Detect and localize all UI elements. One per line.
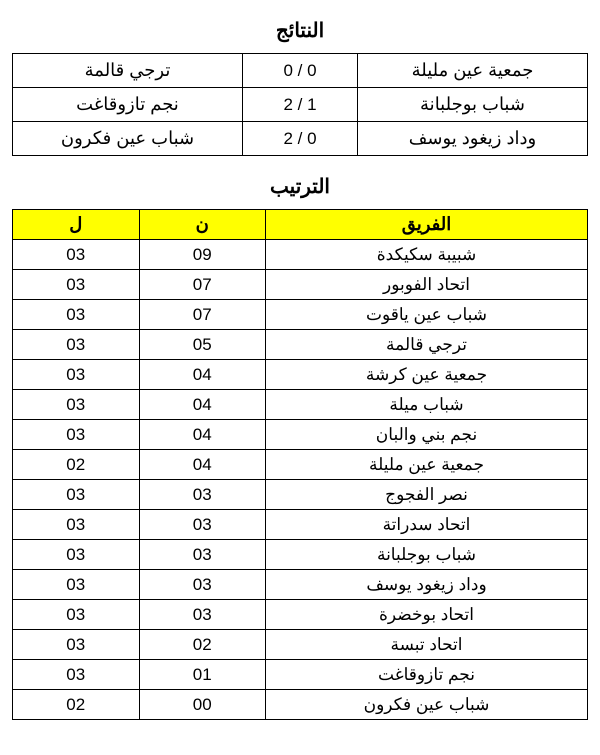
away-team: شباب عين فكرون (13, 122, 243, 156)
team-cell: شباب عين فكرون (266, 690, 588, 720)
l-cell: 03 (13, 660, 140, 690)
n-cell: 04 (139, 450, 266, 480)
standings-row: شباب عين فكرون 00 02 (13, 690, 588, 720)
standings-row: وداد زيغود يوسف 03 03 (13, 570, 588, 600)
n-cell: 03 (139, 540, 266, 570)
team-cell: شباب عين ياقوت (266, 300, 588, 330)
team-cell: جمعية عين مليلة (266, 450, 588, 480)
n-cell: 07 (139, 270, 266, 300)
n-cell: 04 (139, 390, 266, 420)
l-cell: 03 (13, 300, 140, 330)
standings-row: اتحاد بوخضرة 03 03 (13, 600, 588, 630)
results-row: وداد زيغود يوسف 2 / 0 شباب عين فكرون (13, 122, 588, 156)
n-cell: 05 (139, 330, 266, 360)
home-team: جمعية عين مليلة (358, 54, 588, 88)
team-cell: جمعية عين كرشة (266, 360, 588, 390)
n-cell: 01 (139, 660, 266, 690)
score: 0 / 0 (243, 54, 358, 88)
l-cell: 03 (13, 540, 140, 570)
results-row: جمعية عين مليلة 0 / 0 ترجي قالمة (13, 54, 588, 88)
team-cell: وداد زيغود يوسف (266, 570, 588, 600)
score: 2 / 1 (243, 88, 358, 122)
team-cell: نجم بني والبان (266, 420, 588, 450)
n-cell: 02 (139, 630, 266, 660)
away-team: ترجي قالمة (13, 54, 243, 88)
l-cell: 03 (13, 390, 140, 420)
l-cell: 03 (13, 630, 140, 660)
col-n-header: ن (139, 210, 266, 240)
standings-row: ترجي قالمة 05 03 (13, 330, 588, 360)
n-cell: 04 (139, 360, 266, 390)
team-cell: اتحاد الفوبور (266, 270, 588, 300)
standings-row: شبيبة سكيكدة 09 03 (13, 240, 588, 270)
standings-row: جمعية عين مليلة 04 02 (13, 450, 588, 480)
team-cell: شباب بوجلبانة (266, 540, 588, 570)
standings-header-row: الفريق ن ل (13, 210, 588, 240)
standings-row: اتحاد الفوبور 07 03 (13, 270, 588, 300)
away-team: نجم تازوقاغت (13, 88, 243, 122)
l-cell: 03 (13, 480, 140, 510)
n-cell: 03 (139, 510, 266, 540)
results-table: جمعية عين مليلة 0 / 0 ترجي قالمة شباب بو… (12, 53, 588, 156)
standings-row: اتحاد تبسة 02 03 (13, 630, 588, 660)
n-cell: 09 (139, 240, 266, 270)
standings-row: نجم تازوقاغت 01 03 (13, 660, 588, 690)
l-cell: 03 (13, 330, 140, 360)
n-cell: 03 (139, 570, 266, 600)
l-cell: 02 (13, 690, 140, 720)
n-cell: 00 (139, 690, 266, 720)
standings-row: نصر الفجوج 03 03 (13, 480, 588, 510)
n-cell: 07 (139, 300, 266, 330)
l-cell: 03 (13, 510, 140, 540)
col-team-header: الفريق (266, 210, 588, 240)
standings-row: شباب ميلة 04 03 (13, 390, 588, 420)
team-cell: شبيبة سكيكدة (266, 240, 588, 270)
l-cell: 03 (13, 420, 140, 450)
results-title: النتائج (12, 18, 588, 43)
results-row: شباب بوجلبانة 2 / 1 نجم تازوقاغت (13, 88, 588, 122)
n-cell: 04 (139, 420, 266, 450)
standings-row: نجم بني والبان 04 03 (13, 420, 588, 450)
n-cell: 03 (139, 600, 266, 630)
standings-row: جمعية عين كرشة 04 03 (13, 360, 588, 390)
team-cell: نجم تازوقاغت (266, 660, 588, 690)
col-l-header: ل (13, 210, 140, 240)
l-cell: 03 (13, 360, 140, 390)
team-cell: اتحاد سدراتة (266, 510, 588, 540)
l-cell: 03 (13, 270, 140, 300)
team-cell: شباب ميلة (266, 390, 588, 420)
team-cell: نصر الفجوج (266, 480, 588, 510)
standings-title: الترتيب (12, 174, 588, 199)
standings-table: الفريق ن ل شبيبة سكيكدة 09 03 اتحاد الفو… (12, 209, 588, 720)
team-cell: ترجي قالمة (266, 330, 588, 360)
l-cell: 03 (13, 600, 140, 630)
team-cell: اتحاد بوخضرة (266, 600, 588, 630)
l-cell: 02 (13, 450, 140, 480)
standings-row: شباب عين ياقوت 07 03 (13, 300, 588, 330)
home-team: شباب بوجلبانة (358, 88, 588, 122)
standings-row: شباب بوجلبانة 03 03 (13, 540, 588, 570)
home-team: وداد زيغود يوسف (358, 122, 588, 156)
score: 2 / 0 (243, 122, 358, 156)
l-cell: 03 (13, 570, 140, 600)
standings-row: اتحاد سدراتة 03 03 (13, 510, 588, 540)
l-cell: 03 (13, 240, 140, 270)
team-cell: اتحاد تبسة (266, 630, 588, 660)
n-cell: 03 (139, 480, 266, 510)
